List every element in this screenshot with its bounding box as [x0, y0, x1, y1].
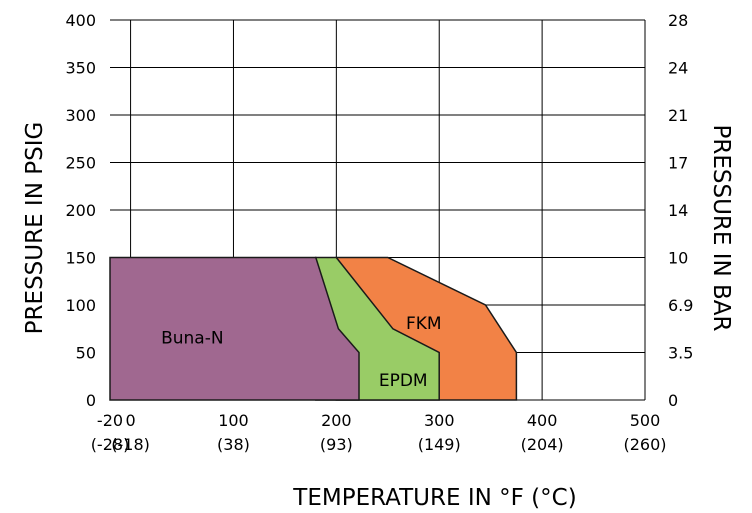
y-left-tick-0: 0	[86, 391, 96, 410]
y-left-tick-250: 250	[65, 154, 96, 173]
right-axis-title: PRESSURE IN BAR	[708, 124, 734, 331]
x-tick-f-0: 0	[125, 411, 135, 430]
y-left-tick-350: 350	[65, 59, 96, 78]
y-right-tick-250: 17	[668, 154, 688, 173]
material-regions	[109, 256, 518, 401]
y-right-tick-200: 14	[668, 201, 688, 220]
y-left-tick-100: 100	[65, 296, 96, 315]
y-left-tick-400: 400	[65, 11, 96, 30]
left-axis-title: PRESSURE IN PSIG	[22, 122, 48, 335]
y-right-tick-300: 21	[668, 106, 688, 125]
x-tick-c-0: (-18)	[111, 435, 150, 454]
x-tick-f-500: 500	[630, 411, 661, 430]
x-tick-c-400: (204)	[521, 435, 564, 454]
x-tick-f-100: 100	[218, 411, 249, 430]
x-tick-c-100: (38)	[217, 435, 250, 454]
x-tick-f-300: 300	[424, 411, 455, 430]
y-right-tick-150: 10	[668, 249, 688, 268]
tick-labels: 0 50 100 150 200 250 300 350 400 0 3.5 6.9 10 14 17 21 2…	[65, 11, 693, 454]
x-tick-c-300: (149)	[418, 435, 461, 454]
y-right-tick-0: 0	[668, 391, 678, 410]
region-label-buna-n: Buna-N	[161, 328, 223, 348]
region-labels: FKM EPDM Buna-N	[161, 314, 442, 391]
region-buna-n	[109, 256, 360, 401]
y-right-tick-50: 3.5	[668, 344, 693, 363]
x-tick-f-200: 200	[321, 411, 352, 430]
y-left-tick-50: 50	[76, 344, 96, 363]
x-tick-f--20: -20	[97, 411, 123, 430]
y-left-tick-200: 200	[65, 201, 96, 220]
x-tick-c-200: (93)	[320, 435, 353, 454]
y-right-tick-350: 24	[668, 59, 688, 78]
y-right-tick-100: 6.9	[668, 296, 693, 315]
x-tick-c-500: (260)	[623, 435, 666, 454]
region-label-epdm: EPDM	[379, 371, 428, 391]
y-right-tick-400: 28	[668, 11, 688, 30]
region-label-fkm: FKM	[406, 314, 442, 334]
y-left-tick-300: 300	[65, 106, 96, 125]
x-axis-title: TEMPERATURE IN °F (°C)	[292, 485, 576, 511]
x-tick-f-400: 400	[527, 411, 558, 430]
y-left-tick-150: 150	[65, 249, 96, 268]
x-tick-c--20: (-28)	[91, 435, 130, 454]
